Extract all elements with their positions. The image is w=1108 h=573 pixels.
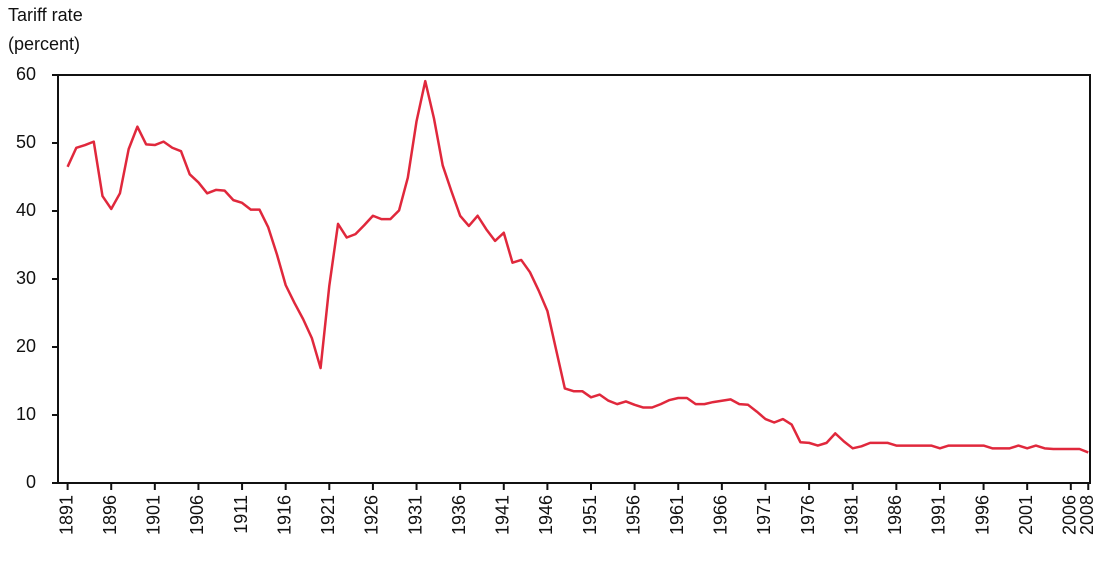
x-tick-label: 1916 bbox=[274, 495, 294, 535]
y-tick-label: 0 bbox=[26, 472, 36, 492]
x-tick-label: 2006 bbox=[1060, 495, 1080, 535]
x-tick-label: 1991 bbox=[929, 495, 949, 535]
x-tick-label: 2001 bbox=[1016, 495, 1036, 535]
x-tick-label: 1936 bbox=[449, 495, 469, 535]
y-axis-label: Tariff rate bbox=[8, 5, 83, 25]
x-tick-label: 1976 bbox=[798, 495, 818, 535]
x-tick-label: 1901 bbox=[144, 495, 164, 535]
x-tick-label: 1996 bbox=[972, 495, 992, 535]
x-tick-label: 1956 bbox=[623, 495, 643, 535]
x-tick-label: 1921 bbox=[318, 495, 338, 535]
x-tick-label: 1961 bbox=[667, 495, 687, 535]
x-tick-label: 1891 bbox=[56, 495, 76, 535]
x-tick-label: 2008 bbox=[1077, 495, 1097, 535]
x-tick-label: 1896 bbox=[100, 495, 120, 535]
y-tick-label: 10 bbox=[16, 404, 36, 424]
x-tick-label: 1986 bbox=[885, 495, 905, 535]
y-tick-label: 40 bbox=[16, 200, 36, 220]
y-tick-label: 20 bbox=[16, 336, 36, 356]
y-tick-label: 60 bbox=[16, 64, 36, 84]
y-axis-label: (percent) bbox=[8, 34, 80, 54]
x-tick-label: 1966 bbox=[711, 495, 731, 535]
data-line bbox=[66, 79, 1089, 454]
plot-frame bbox=[57, 74, 1091, 484]
x-tick-label: 1906 bbox=[187, 495, 207, 535]
x-tick-label: 1931 bbox=[405, 495, 425, 535]
x-tick-label: 1946 bbox=[536, 495, 556, 535]
x-tick-label: 1951 bbox=[580, 495, 600, 535]
x-tick-label: 1926 bbox=[362, 495, 382, 535]
x-tick-label: 1981 bbox=[841, 495, 861, 535]
x-tick-label: 1971 bbox=[754, 495, 774, 535]
y-tick-label: 30 bbox=[16, 268, 36, 288]
x-tick-label: 1911 bbox=[231, 495, 251, 534]
x-tick-label: 1941 bbox=[493, 495, 513, 535]
y-tick-label: 50 bbox=[16, 132, 36, 152]
